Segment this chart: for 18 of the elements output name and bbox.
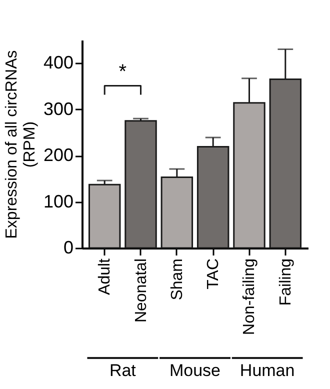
x-tick-label: TAC	[205, 258, 222, 290]
x-tick-label: Sham	[168, 258, 186, 300]
annotation: *	[118, 60, 127, 83]
y-tick-label: 200	[43, 145, 74, 166]
text: Human	[240, 361, 295, 380]
y-tick-label: 300	[43, 98, 74, 119]
x-tick-label: Adult	[96, 258, 114, 295]
text: Rat	[109, 361, 136, 380]
bar	[88, 184, 121, 249]
text: Mouse	[169, 361, 221, 380]
x-tick-label: Failing	[277, 258, 294, 306]
y-tick-label: 400	[43, 52, 74, 73]
y-tick-label: 0	[63, 238, 74, 258]
bar	[124, 120, 157, 249]
x-tick-label: Non-failing	[241, 258, 258, 335]
x-tick-label: Neonatal	[132, 258, 150, 323]
y-tick-label: 100	[43, 191, 74, 212]
y-axis-title: Expression of all circRNAs (RPM)	[3, 50, 38, 239]
